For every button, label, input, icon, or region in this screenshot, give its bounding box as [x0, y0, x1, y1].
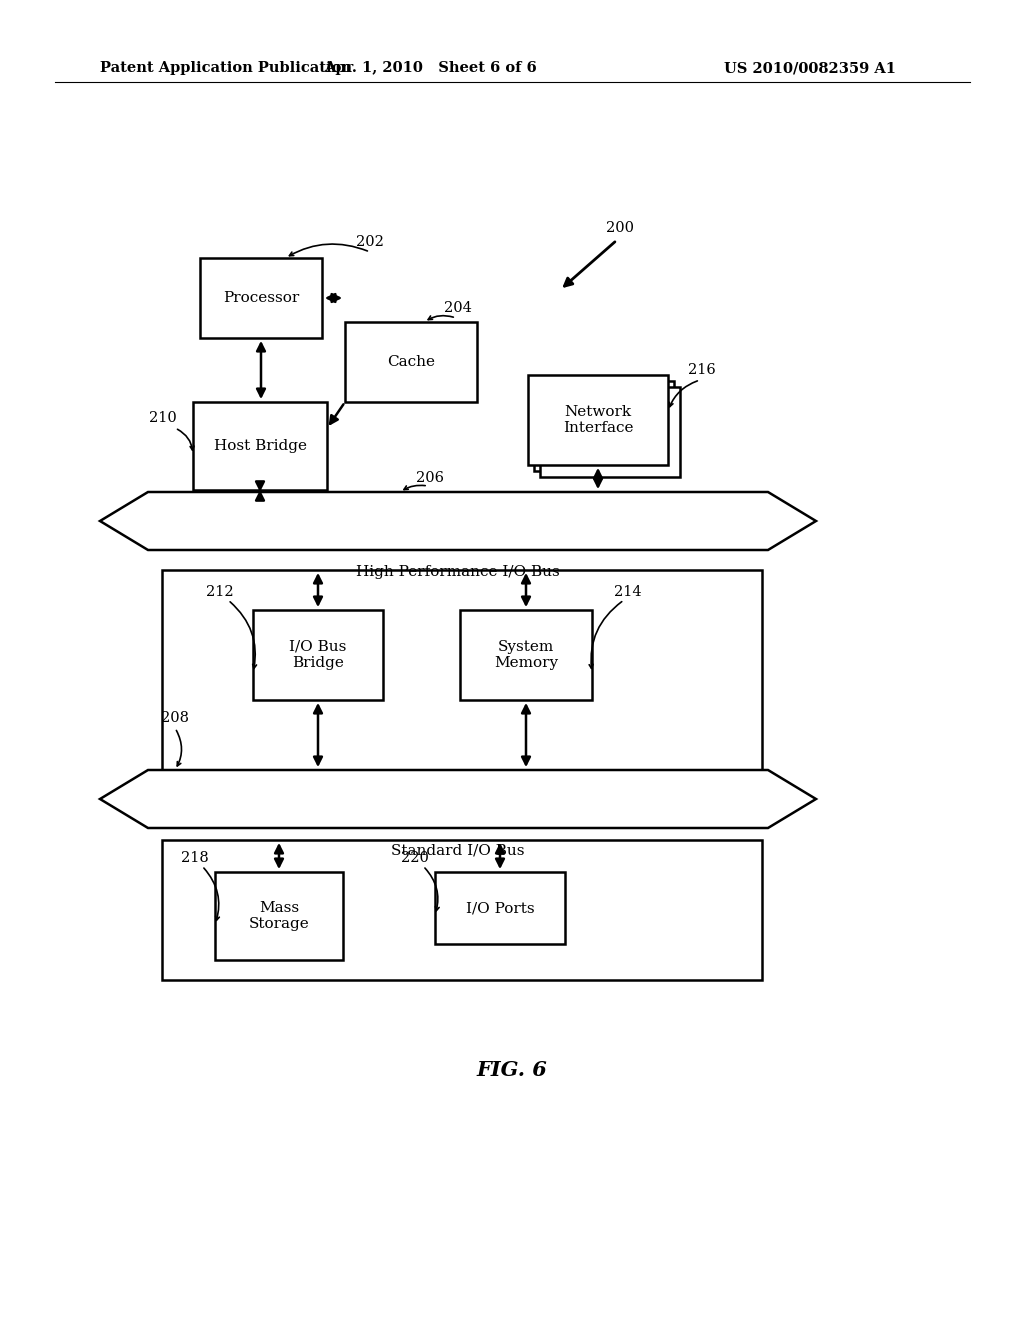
- Text: 218: 218: [181, 851, 209, 865]
- Text: High Performance I/O Bus: High Performance I/O Bus: [356, 565, 560, 579]
- Text: US 2010/0082359 A1: US 2010/0082359 A1: [724, 61, 896, 75]
- Bar: [200, 257, 322, 338]
- Text: FIG. 6: FIG. 6: [476, 1060, 548, 1080]
- Bar: [345, 322, 477, 403]
- Text: 200: 200: [606, 220, 634, 235]
- Bar: [540, 387, 680, 477]
- Text: 206: 206: [416, 471, 444, 484]
- Bar: [193, 403, 327, 490]
- Text: Standard I/O Bus: Standard I/O Bus: [391, 843, 524, 857]
- Text: I/O Bus
Bridge: I/O Bus Bridge: [290, 640, 347, 671]
- Polygon shape: [100, 492, 816, 550]
- Bar: [162, 840, 762, 979]
- Bar: [253, 610, 383, 700]
- Text: 210: 210: [150, 411, 177, 425]
- Polygon shape: [100, 770, 816, 828]
- Bar: [534, 381, 674, 471]
- Text: 216: 216: [688, 363, 716, 378]
- Text: 202: 202: [356, 235, 384, 249]
- Bar: [435, 873, 565, 944]
- Text: 204: 204: [444, 301, 472, 315]
- Text: System
Memory: System Memory: [494, 640, 558, 671]
- Text: 220: 220: [401, 851, 429, 865]
- Bar: [528, 375, 668, 465]
- Text: I/O Ports: I/O Ports: [466, 902, 535, 915]
- Text: Mass
Storage: Mass Storage: [249, 900, 309, 931]
- Bar: [460, 610, 592, 700]
- Text: Apr. 1, 2010   Sheet 6 of 6: Apr. 1, 2010 Sheet 6 of 6: [324, 61, 537, 75]
- Text: Network
Interface: Network Interface: [563, 405, 633, 436]
- Text: Patent Application Publication: Patent Application Publication: [100, 61, 352, 75]
- Text: 214: 214: [614, 585, 642, 599]
- Text: Host Bridge: Host Bridge: [213, 440, 306, 453]
- Text: Cache: Cache: [387, 355, 435, 370]
- Text: Processor: Processor: [223, 290, 299, 305]
- Bar: [215, 873, 343, 960]
- Bar: [162, 570, 762, 770]
- Text: 208: 208: [161, 711, 189, 725]
- Text: 212: 212: [206, 585, 233, 599]
